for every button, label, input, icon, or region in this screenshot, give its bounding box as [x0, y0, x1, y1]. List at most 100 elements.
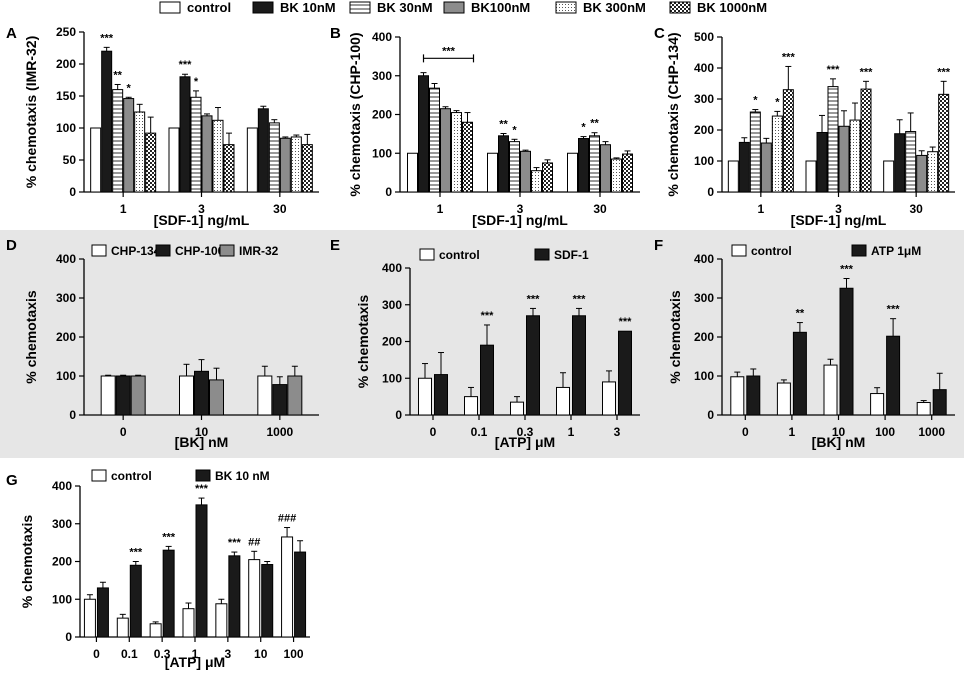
- bar-C-4-1: [849, 119, 861, 193]
- y-axis-label: % chemotaxis (CHP-134): [665, 32, 681, 196]
- bar-G-1-6: [294, 551, 307, 638]
- bar-B-3-1: [520, 150, 531, 193]
- bar-F-0-3: [870, 393, 885, 416]
- y-tick-label: 300: [382, 298, 402, 312]
- bar-B-1-0: [418, 75, 429, 193]
- y-tick-label: 0: [385, 185, 392, 199]
- panel-legend-label: BK 10 nM: [215, 469, 270, 483]
- panel-legend-label: IMR-32: [239, 244, 279, 258]
- significance-label: *: [581, 122, 586, 134]
- legend-label-5: BK 1000nM: [697, 0, 767, 15]
- bar-B-3-0: [440, 108, 451, 193]
- panel-D: D 0 100 200 300 400 % chemotaxis 0 10 1000 [BK] nM…: [6, 237, 319, 450]
- bar-E-0-4: [602, 381, 616, 416]
- y-tick-label: 400: [372, 30, 392, 44]
- panel-legend-swatch: [155, 244, 171, 257]
- bar-A-0-0: [90, 127, 102, 193]
- significance-label: **: [113, 69, 122, 81]
- y-tick-label: 300: [372, 69, 392, 83]
- bar-C-1-0: [738, 141, 750, 193]
- bar-C-3-0: [760, 142, 772, 193]
- panel-legend-label: CHP-100: [175, 244, 225, 258]
- bar-A-1-1: [179, 76, 191, 193]
- y-tick-label: 100: [694, 369, 714, 383]
- y-tick-label: 400: [382, 261, 402, 275]
- panel-letter-A: A: [6, 25, 17, 42]
- y-tick-label: 200: [694, 330, 714, 344]
- x-tick-label: 1: [789, 425, 796, 439]
- bar-G-0-3: [182, 608, 195, 638]
- y-tick-label: 300: [56, 291, 76, 305]
- y-tick-label: 100: [56, 121, 76, 135]
- bar-C-0-1: [805, 160, 817, 193]
- y-axis-label: % chemotaxis: [23, 290, 39, 384]
- legend-swatch-1: [252, 1, 274, 14]
- bar-C-0-0: [727, 160, 739, 193]
- bar-G-0-5: [248, 559, 261, 638]
- significance-label: ***: [937, 66, 951, 78]
- bar-G-1-5: [261, 564, 274, 638]
- significance-label: ###: [278, 513, 296, 525]
- bar-B-1-2: [578, 138, 589, 193]
- x-tick-label: 3: [225, 647, 232, 661]
- panel-A: A 0 50 100 150 200 250 % chemotaxis (IMR-32) 1 3 3…: [6, 25, 319, 228]
- bar-C-5-0: [782, 89, 794, 193]
- bar-G-1-4: [228, 555, 241, 638]
- bar-B-2-0: [429, 87, 440, 193]
- x-tick-label: 100: [284, 647, 304, 661]
- bar-B-5-1: [542, 162, 553, 193]
- panel-letter-G: G: [6, 472, 18, 489]
- bar-G-0-1: [116, 617, 129, 638]
- bar-B-4-1: [531, 170, 542, 193]
- panel-legend-label: CHP-134: [111, 244, 161, 258]
- bar-E-1-1: [480, 344, 494, 416]
- bar-F-1-4: [932, 389, 947, 416]
- x-tick-label: 10: [254, 647, 268, 661]
- significance-label: *: [127, 82, 132, 94]
- significance-label: ***: [100, 32, 114, 44]
- bar-D-0-1: [179, 375, 194, 416]
- y-tick-label: 0: [65, 630, 72, 644]
- panel-legend-label: ATP 1μM: [871, 244, 921, 258]
- x-tick-label: 3: [517, 202, 524, 216]
- legend-label-1: BK 10nM: [280, 0, 336, 15]
- y-axis-label: % chemotaxis: [355, 295, 371, 389]
- panel-G: G 0 100 200 300 400 % chemotaxis 0 0.1 0.3 1 3 10 100…: [6, 469, 310, 670]
- panel-legend-swatch: [219, 244, 235, 257]
- x-axis-label: [SDF-1] ng/mL: [791, 212, 887, 228]
- y-tick-label: 0: [69, 185, 76, 199]
- bar-B-3-2: [600, 144, 611, 193]
- significance-label: ***: [527, 293, 541, 305]
- significance-label: ***: [573, 293, 587, 305]
- bar-A-3-2: [279, 137, 291, 193]
- y-tick-label: 0: [69, 408, 76, 422]
- bar-C-5-1: [860, 88, 872, 193]
- bar-G-0-6: [281, 536, 294, 638]
- panel-letter-F: F: [654, 237, 663, 254]
- x-tick-label: 0: [430, 425, 437, 439]
- significance-label: **: [590, 118, 599, 130]
- panel-letter-D: D: [6, 237, 17, 254]
- y-tick-label: 200: [694, 123, 714, 137]
- y-tick-label: 400: [52, 479, 72, 493]
- bar-F-1-1: [792, 331, 807, 416]
- significance-label: ***: [162, 531, 176, 543]
- bar-B-5-0: [462, 121, 473, 193]
- bar-C-2-0: [749, 111, 761, 193]
- significance-label: *: [753, 95, 758, 107]
- panel-legend-swatch: [195, 469, 211, 482]
- bar-A-5-1: [223, 144, 235, 193]
- bar-E-1-0: [434, 374, 448, 416]
- x-axis-label: [SDF-1] ng/mL: [472, 212, 568, 228]
- bar-G-0-0: [83, 598, 96, 638]
- x-tick-label: 1: [192, 647, 199, 661]
- bar-B-0-2: [567, 152, 578, 193]
- bar-G-1-1: [129, 564, 142, 638]
- y-tick-label: 100: [52, 592, 72, 606]
- panel-legend-swatch: [534, 248, 550, 261]
- top-legend: control BK 10nM BK 30nM BK100nM BK 300nM BK 1…: [159, 0, 767, 15]
- y-tick-label: 400: [694, 61, 714, 75]
- bar-A-3-0: [123, 98, 135, 193]
- panel-letter-C: C: [654, 25, 665, 42]
- bar-B-1-1: [498, 135, 509, 193]
